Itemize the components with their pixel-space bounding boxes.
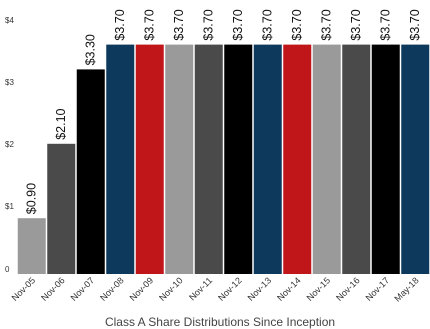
y-tick-label: $4 (5, 16, 14, 25)
x-axis: Nov-05 Nov-06 Nov-07 Nov-08 Nov-09 Nov-10 Nov-… (10, 275, 421, 303)
data-label: $3.70 (143, 9, 157, 40)
y-tick-label: $1 (5, 202, 14, 211)
bar-nov-08 (106, 44, 135, 274)
x-tick-label: Nov-06 (39, 275, 67, 303)
bar-series (17, 44, 430, 275)
x-tick-label: Nov-11 (187, 275, 214, 302)
bar-nov-16 (342, 44, 371, 274)
data-label: $2.10 (54, 108, 68, 139)
x-tick-label: Nov-14 (275, 275, 303, 303)
bar-nov-17 (371, 44, 400, 274)
bar-nov-06 (47, 143, 76, 274)
bar-nov-07 (76, 69, 105, 275)
data-label: $3.70 (202, 9, 216, 40)
bar-nov-14 (283, 44, 312, 274)
x-tick-label: Nov-12 (216, 275, 244, 303)
x-tick-label: Nov-09 (128, 275, 156, 303)
bar-nov-09 (135, 44, 164, 274)
x-tick-label: Nov-07 (69, 275, 97, 303)
y-tick-label: $3 (5, 78, 14, 87)
data-label: $3.30 (84, 34, 98, 65)
x-tick-label: May-18 (392, 275, 420, 303)
x-tick-label: Nov-15 (305, 275, 333, 303)
data-label: $3.70 (379, 9, 393, 40)
bar-nov-12 (224, 44, 253, 274)
data-label: $0.90 (25, 183, 39, 214)
bar-nov-11 (194, 44, 223, 274)
data-label: $3.70 (408, 9, 422, 40)
bar-nov-15 (312, 44, 341, 274)
data-label: $3.70 (231, 9, 245, 40)
bar-nov-10 (165, 44, 194, 274)
data-label: $3.70 (320, 9, 334, 40)
data-label: $3.70 (261, 9, 275, 40)
y-tick-label: 0 (5, 265, 10, 274)
data-label: $3.70 (113, 9, 127, 40)
y-tick-label: $2 (5, 140, 14, 149)
y-axis: 0 $1 $2 $3 $4 (5, 16, 14, 274)
chart-caption: Class A Share Distributions Since Incept… (105, 315, 335, 329)
bar-may-18 (401, 44, 430, 274)
x-tick-label: Nov-17 (364, 275, 392, 303)
x-tick-label: Nov-16 (334, 275, 362, 303)
data-labels: $0.90 $2.10 $3.30 $3.70 $3.70 $3.70 $3.70 $3.70… (25, 9, 423, 214)
x-tick-label: Nov-10 (157, 275, 185, 303)
bar-nov-05 (17, 218, 46, 274)
x-tick-label: Nov-05 (10, 275, 38, 303)
x-tick-label: Nov-08 (98, 275, 126, 303)
data-label: $3.70 (349, 9, 363, 40)
x-tick-label: Nov-13 (246, 275, 274, 303)
data-label: $3.70 (290, 9, 304, 40)
bar-nov-13 (253, 44, 282, 274)
data-label: $3.70 (172, 9, 186, 40)
